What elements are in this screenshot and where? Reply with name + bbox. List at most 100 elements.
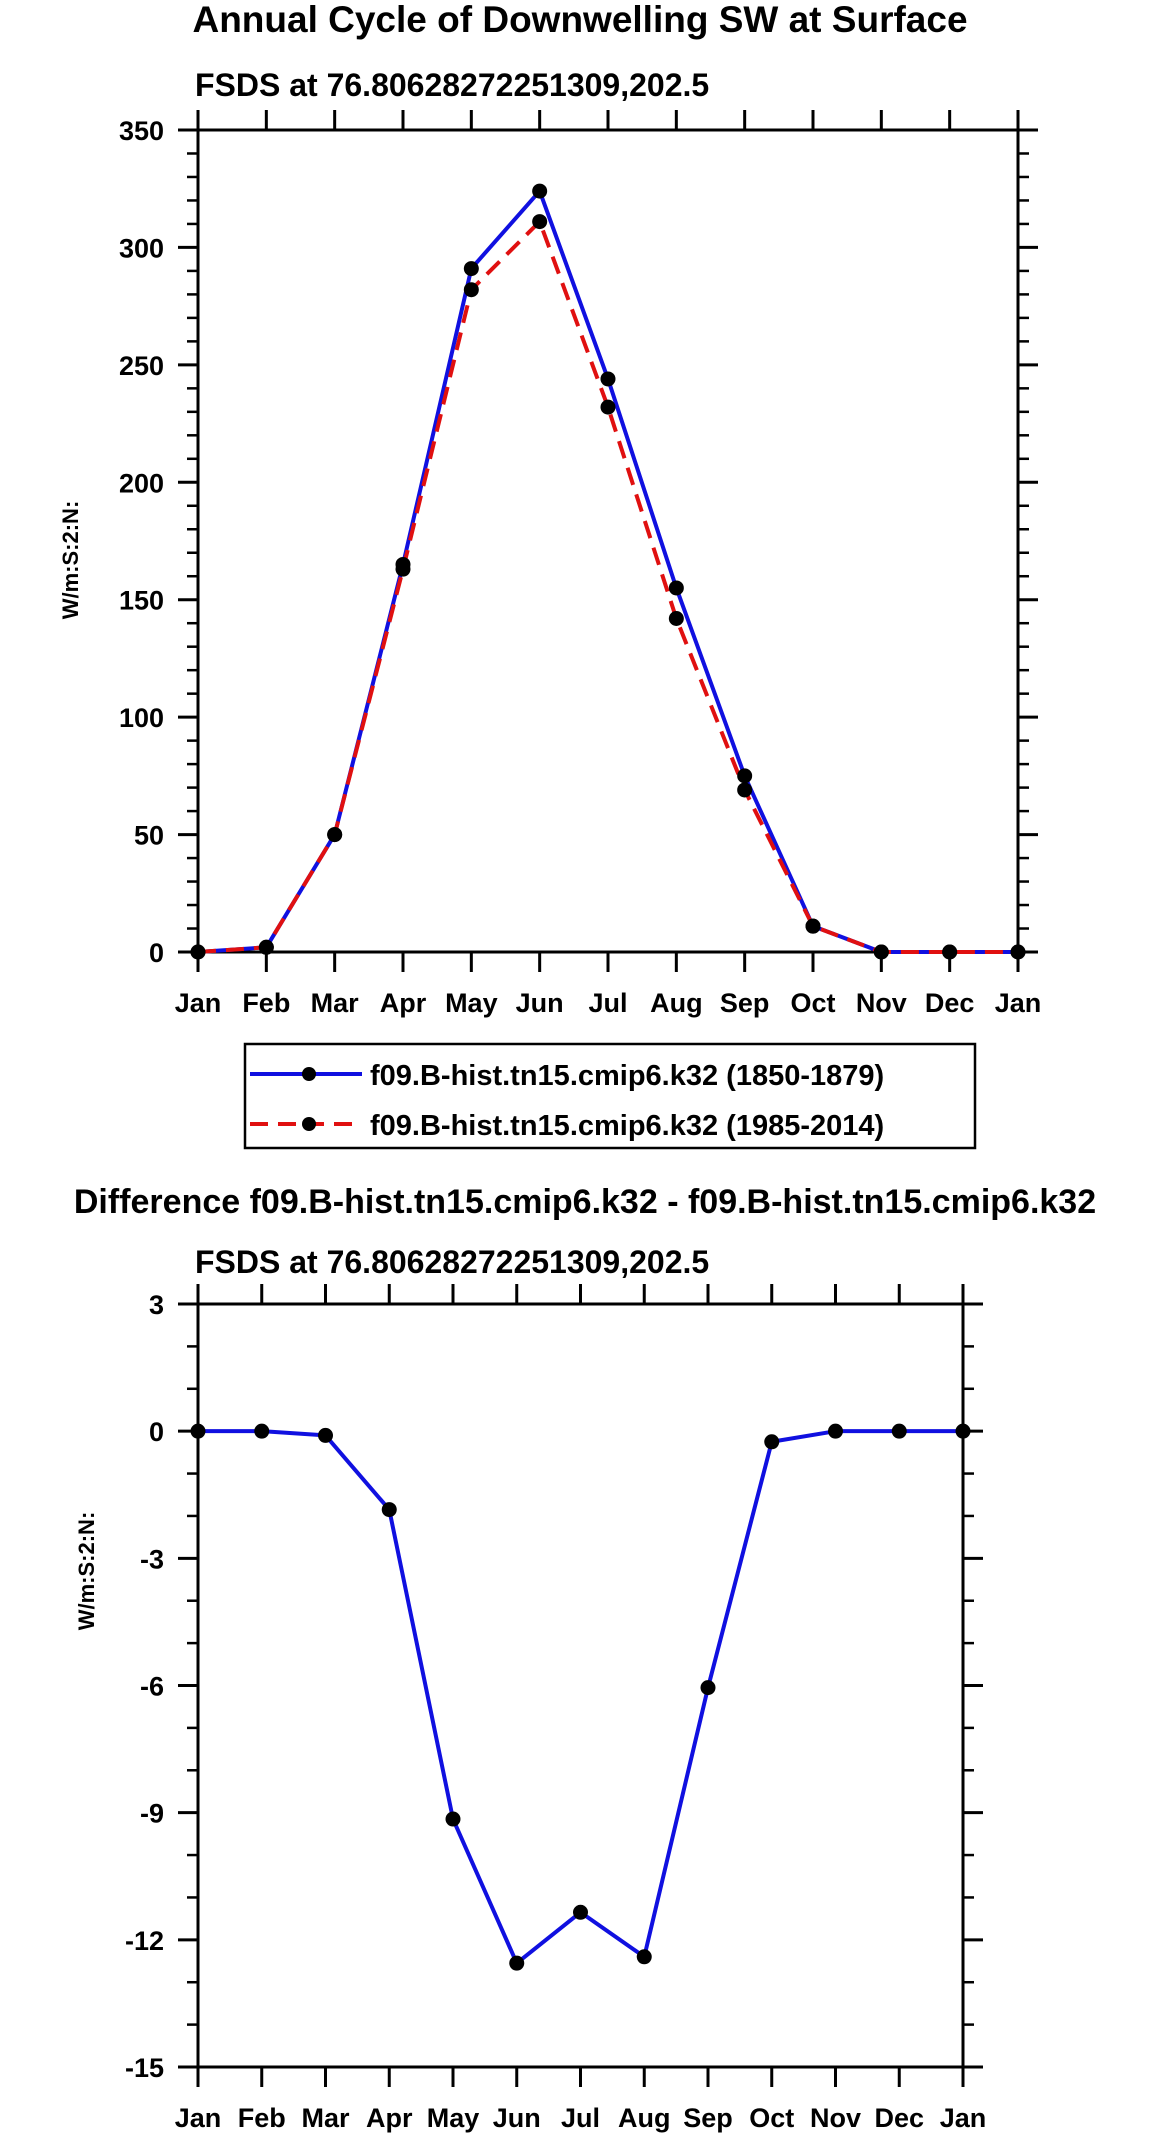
chart-subtitle: FSDS at 76.80628272251309,202.5: [195, 67, 709, 103]
y-tick-label: -15: [125, 2053, 164, 2083]
y-tick-label: 150: [119, 586, 164, 616]
data-point-series-2: [600, 399, 616, 415]
data-point-series-2: [327, 827, 343, 843]
legend-box: [243, 1042, 977, 1150]
x-tick-label: Feb: [242, 988, 290, 1018]
chart-title: Difference f09.B-hist.tn15.cmip6.k32 - f…: [74, 1183, 1096, 1221]
x-tick-label: Jan: [995, 988, 1042, 1018]
chart-title: Annual Cycle of Downwelling SW at Surfac…: [192, 0, 967, 40]
x-tick-label: Oct: [749, 2103, 794, 2133]
y-tick-label: 300: [119, 233, 164, 263]
x-tick-label: May: [427, 2103, 480, 2133]
axes-frame: [178, 110, 1038, 972]
y-tick-label: 350: [119, 116, 164, 146]
x-tick-label: Jan: [175, 988, 222, 1018]
y-tick-label: -12: [125, 1926, 164, 1956]
x-tick-label: Mar: [311, 988, 360, 1018]
legend: f09.B-hist.tn15.cmip6.k32 (1850-1879) f0…: [243, 1042, 977, 1150]
data-point-series-1: [318, 1427, 333, 1443]
x-tick-label: Jan: [940, 2103, 987, 2133]
y-tick-label: 200: [119, 468, 164, 498]
y-axis-label: W/m:S:2:N:: [58, 501, 83, 620]
series-layer: [190, 183, 1026, 960]
x-tick-label: Jun: [516, 988, 564, 1018]
legend-label-series-1: f09.B-hist.tn15.cmip6.k32 (1850-1879): [370, 1060, 884, 1092]
x-tick-label: Nov: [810, 2103, 861, 2133]
plot-border: [196, 128, 1020, 954]
series-line-1: [198, 1429, 963, 1966]
data-point-series-1: [737, 768, 753, 784]
legend-marker-series-1: [302, 1067, 316, 1081]
data-point-series-1: [891, 1423, 907, 1439]
axes-frame: [178, 1284, 983, 2087]
data-point-series-1: [509, 1955, 525, 1971]
x-tick-label: Nov: [856, 988, 907, 1018]
y-axis-label: W/m:S:2:N:: [74, 1512, 99, 1631]
data-point-series-2: [873, 944, 889, 960]
data-point-series-1: [532, 183, 548, 199]
x-tick-label: Jul: [588, 988, 627, 1018]
data-point-series-1: [463, 261, 479, 277]
x-tick-label: Apr: [380, 988, 427, 1018]
data-point-series-2: [737, 782, 753, 798]
data-point-series-1: [573, 1904, 588, 1920]
x-tick-label: May: [445, 988, 498, 1018]
annual-cycle-chart: Annual Cycle of Downwelling SW at Surfac…: [58, 0, 1042, 1150]
plot-border: [196, 1302, 965, 2069]
chart-subtitle: FSDS at 76.80628272251309,202.5: [195, 1244, 709, 1280]
data-point-series-2: [395, 561, 411, 577]
legend-label-series-2: f09.B-hist.tn15.cmip6.k32 (1985-2014): [370, 1110, 884, 1142]
data-point-series-1: [636, 1949, 652, 1965]
data-point-series-2: [942, 944, 958, 960]
data-point-series-1: [700, 1680, 716, 1696]
x-tick-label: Sep: [720, 988, 770, 1018]
data-point-series-1: [955, 1423, 971, 1439]
data-point-series-2: [805, 918, 821, 934]
data-point-series-1: [381, 1502, 397, 1518]
y-tick-label: 0: [149, 938, 164, 968]
x-tick-label: Feb: [238, 2103, 286, 2133]
y-tick-label: 0: [149, 1417, 164, 1447]
data-point-series-1: [254, 1423, 270, 1439]
data-point-series-2: [1010, 944, 1026, 960]
x-tick-label: Mar: [301, 2103, 350, 2133]
data-point-series-2: [463, 282, 479, 298]
x-tick-labels: Jan Feb Mar Apr May Jun Jul Aug Sep Oct Nov Dec Jan: [175, 988, 1042, 1018]
x-tick-label: Jul: [561, 2103, 600, 2133]
y-tick-label: 250: [119, 351, 164, 381]
x-tick-label: Aug: [650, 988, 702, 1018]
y-tick-labels: -15 -12 -9 -6 -3 0 3: [125, 1290, 164, 2083]
data-point-series-1: [764, 1434, 780, 1450]
series-layer: [190, 1423, 971, 1971]
data-point-series-2: [258, 939, 274, 955]
data-point-series-2: [532, 214, 548, 230]
data-point-series-1: [828, 1423, 843, 1439]
x-tick-label: Dec: [874, 2103, 924, 2133]
y-tick-label: -6: [140, 1672, 164, 1702]
x-tick-label: Aug: [618, 2103, 670, 2133]
y-tick-label: -9: [140, 1799, 164, 1829]
x-tick-label: Oct: [790, 988, 835, 1018]
y-tick-label: 100: [119, 703, 164, 733]
data-point-series-1: [190, 1423, 206, 1439]
x-tick-labels: Jan Feb Mar Apr May Jun Jul Aug Sep Oct Nov Dec Jan: [175, 2103, 987, 2133]
y-tick-label: 50: [134, 821, 164, 851]
difference-chart: Difference f09.B-hist.tn15.cmip6.k32 - f…: [74, 1183, 1096, 2133]
series-line-1: [197, 189, 1018, 954]
data-point-series-1: [668, 580, 684, 596]
x-tick-label: Sep: [683, 2103, 733, 2133]
data-point-series-2: [190, 944, 206, 960]
data-point-series-1: [445, 1811, 461, 1827]
x-tick-label: Jun: [493, 2103, 541, 2133]
series-line-2: [197, 219, 1018, 954]
y-tick-label: 3: [149, 1290, 164, 1320]
y-tick-label: -3: [140, 1544, 164, 1574]
x-tick-label: Apr: [366, 2103, 413, 2133]
data-point-series-2: [668, 611, 684, 627]
x-tick-label: Jan: [175, 2103, 222, 2133]
data-point-series-1: [600, 371, 616, 387]
y-tick-labels: 0 50 100 150 200 250 300 350: [119, 116, 164, 968]
x-tick-label: Dec: [925, 988, 975, 1018]
legend-marker-series-2: [302, 1117, 316, 1131]
